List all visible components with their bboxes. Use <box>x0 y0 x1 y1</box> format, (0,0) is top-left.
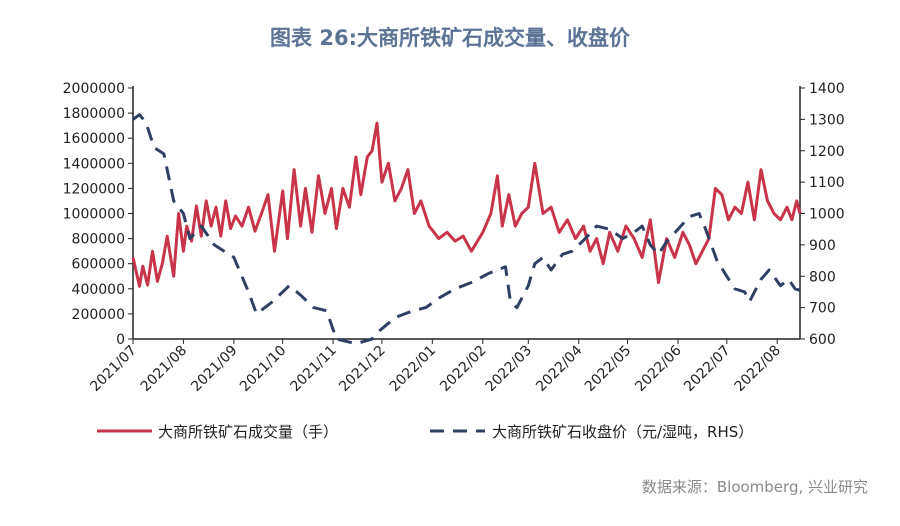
legend-volume-label: 大商所铁矿石成交量（手） <box>158 423 338 441</box>
right-tick-label: 800 <box>809 269 836 285</box>
x-tick-label: 2022/05 <box>582 343 634 395</box>
x-tick-label: 2022/08 <box>732 343 784 395</box>
right-tick-label: 1400 <box>809 81 845 97</box>
left-tick-label: 1600000 <box>63 131 125 147</box>
right-tick-label: 1100 <box>809 175 845 191</box>
right-tick-label: 900 <box>809 238 836 254</box>
left-tick-label: 400000 <box>72 282 125 298</box>
right-tick-label: 1300 <box>809 112 845 128</box>
right-tick-label: 700 <box>809 301 836 317</box>
volume-series-line <box>131 121 802 288</box>
x-tick-label: 2022/01 <box>387 343 439 395</box>
right-tick-label: 1200 <box>809 144 845 160</box>
right-tick-label: 600 <box>809 332 836 348</box>
price-series-line <box>132 113 801 346</box>
x-tick-label: 2022/03 <box>483 343 535 395</box>
x-tick-label: 2021/10 <box>237 343 289 395</box>
x-tick-label: 2022/04 <box>533 342 586 395</box>
left-tick-label: 1800000 <box>63 106 125 122</box>
source-note: 数据来源：Bloomberg, 兴业研究 <box>641 478 868 496</box>
right-tick-label: 1000 <box>809 207 845 223</box>
x-tick-label: 2021/11 <box>287 343 339 395</box>
left-tick-label: 1000000 <box>63 207 125 223</box>
left-tick-label: 200000 <box>72 307 125 323</box>
left-tick-label: 1200000 <box>63 181 125 197</box>
left-tick-label: 0 <box>116 332 125 348</box>
x-tick-label: 2021/08 <box>138 343 190 395</box>
left-tick-label: 2000000 <box>63 81 125 97</box>
legend-price-label: 大商所铁矿石收盘价（元/湿吨，RHS） <box>492 423 753 441</box>
x-tick-label: 2022/02 <box>437 343 489 395</box>
left-tick-label: 1400000 <box>63 156 125 172</box>
x-tick-label: 2022/07 <box>681 343 733 395</box>
left-tick-label: 800000 <box>72 232 125 248</box>
left-tick-label: 600000 <box>72 257 125 273</box>
x-tick-label: 2021/12 <box>336 343 388 395</box>
x-tick-label: 2021/09 <box>188 343 240 395</box>
chart-title: 图表 26:大商所铁矿石成交量、收盘价 <box>270 26 630 50</box>
x-tick-label: 2021/07 <box>87 343 139 395</box>
x-tick-label: 2022/06 <box>632 342 685 395</box>
